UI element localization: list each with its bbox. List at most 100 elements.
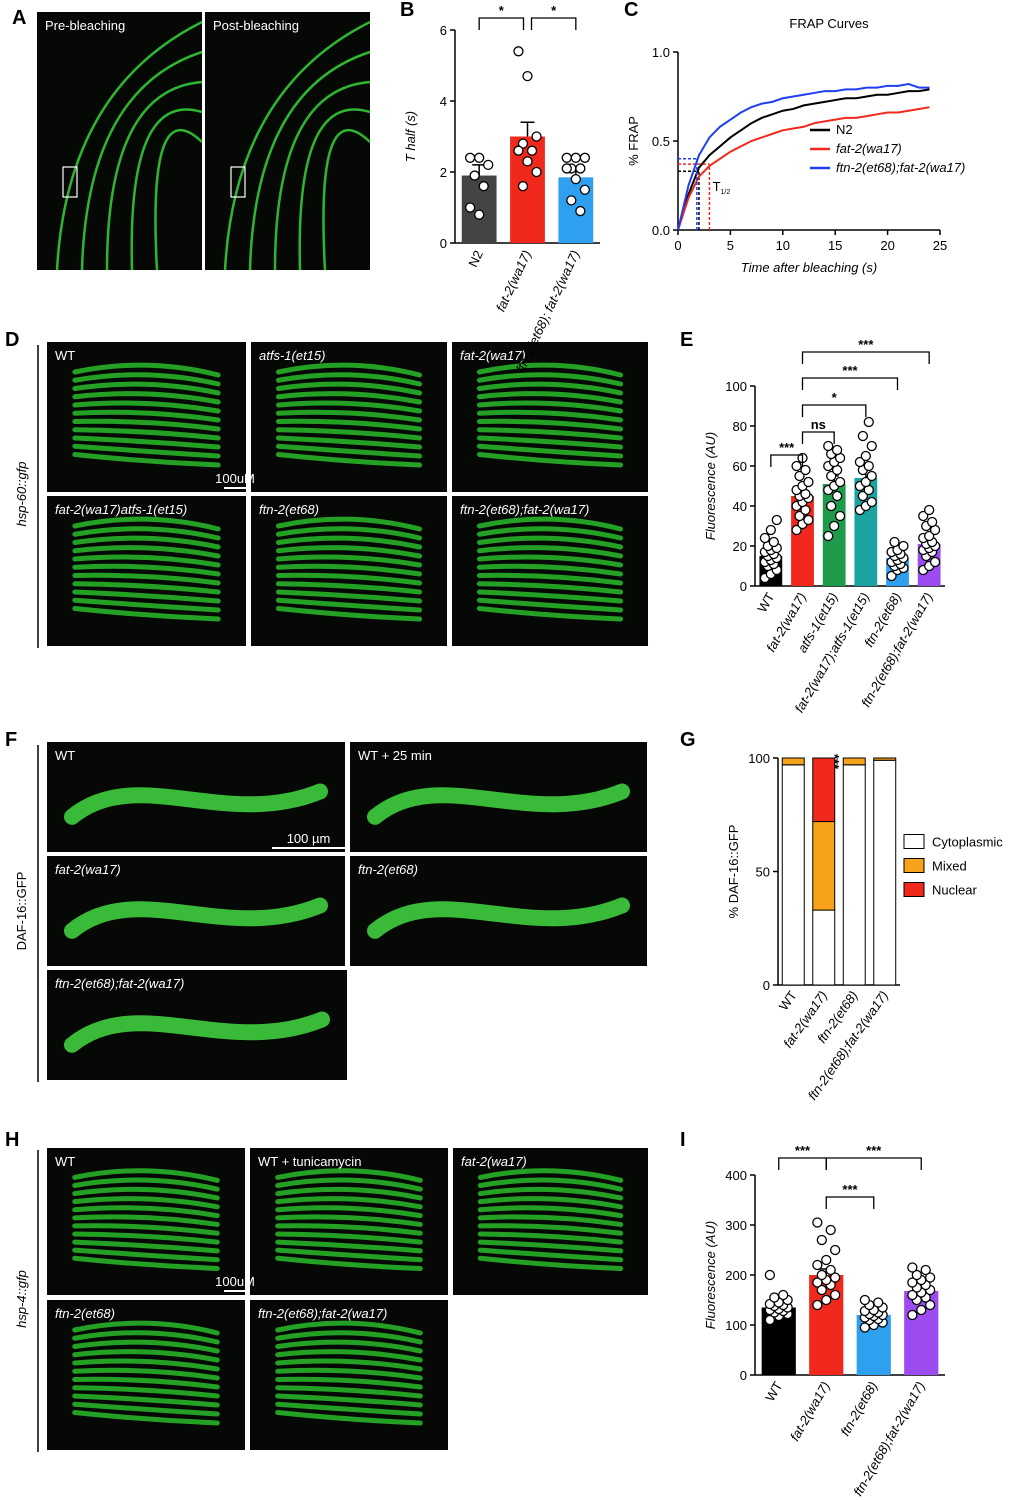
worm <box>72 1410 220 1426</box>
panel-label: C <box>624 0 638 21</box>
worm <box>72 443 221 459</box>
worm <box>72 589 221 604</box>
bar-segment <box>781 757 805 766</box>
tile-label: fat-2(wa17) <box>460 348 526 363</box>
worm <box>477 1231 624 1245</box>
data-point <box>907 1262 918 1273</box>
membrane <box>273 80 371 271</box>
worm <box>72 1367 220 1381</box>
data-point <box>916 1304 927 1316</box>
significance-label: * <box>499 3 505 18</box>
row-label: hsp-4::gfp <box>14 1270 29 1328</box>
worm <box>477 1239 624 1254</box>
tile-label: fat-2(wa17)atfs-1(et15) <box>55 502 187 517</box>
data-point <box>829 1244 841 1256</box>
membrane <box>154 129 203 271</box>
worm <box>72 1168 220 1183</box>
bar-segment <box>873 757 897 761</box>
worm <box>275 435 423 450</box>
data-point <box>765 524 776 536</box>
data-point <box>794 470 805 482</box>
scale-label: 100uM <box>215 1274 255 1289</box>
worm <box>275 1367 423 1381</box>
x-tick-label: WT <box>776 988 800 1013</box>
worm <box>72 563 221 577</box>
tile-label: ftn-2(et68) <box>55 1306 115 1321</box>
x-tick-label: WT <box>754 590 777 615</box>
y-axis-label: % FRAP <box>626 116 641 166</box>
significance-bracket <box>478 17 525 30</box>
data-point <box>873 1297 884 1308</box>
data-point <box>803 476 814 488</box>
tile-label: ftn-2(et68);fat-2(wa17) <box>460 502 589 517</box>
data-point <box>464 152 476 163</box>
data-point <box>517 138 529 149</box>
roi-box <box>62 166 78 198</box>
data-point <box>826 500 837 512</box>
data-point <box>566 195 577 206</box>
tile-label: ftn-2(et68) <box>358 862 418 877</box>
worm <box>72 581 221 595</box>
data-point <box>857 430 869 442</box>
membrane <box>130 108 203 271</box>
y-axis-label: Fluorescence (AU) <box>703 1221 718 1329</box>
y-tick-label: 80 <box>733 419 747 434</box>
x-axis-label: Time after bleaching (s) <box>741 260 877 275</box>
worm <box>72 452 221 468</box>
data-point <box>800 464 811 476</box>
bar-segment <box>873 759 897 986</box>
legend-label: N2 <box>836 122 853 137</box>
annotation-subscript: 1/2 <box>721 189 731 196</box>
y-tick-label: 400 <box>725 1168 747 1183</box>
tile-label: WT + 25 min <box>358 748 432 763</box>
worm <box>477 1247 624 1263</box>
worm <box>476 372 624 387</box>
significance-bracket <box>530 17 577 30</box>
data-point <box>821 1254 832 1266</box>
worm <box>367 897 630 939</box>
y-tick-label: 100 <box>748 751 770 766</box>
x-tick-label: 5 <box>727 238 734 253</box>
data-point <box>474 152 485 163</box>
tile-label: WT + tunicamycin <box>258 1154 361 1169</box>
worm <box>476 563 624 577</box>
data-point <box>531 131 542 142</box>
worm <box>476 427 624 441</box>
worm <box>275 589 423 604</box>
worm <box>275 1330 423 1345</box>
y-tick-label: 2 <box>440 165 447 180</box>
worm <box>275 572 423 586</box>
data-point <box>863 416 874 428</box>
significance-label: *** <box>779 440 795 455</box>
worm <box>72 535 221 550</box>
significance-label: ns <box>811 417 826 432</box>
data-point <box>924 1299 936 1311</box>
worm <box>275 1320 423 1336</box>
worm <box>72 381 221 396</box>
y-tick-label: 50 <box>756 865 770 880</box>
data-point <box>478 181 489 192</box>
data-point <box>794 510 805 522</box>
worm <box>72 1186 220 1201</box>
worm <box>64 1011 330 1053</box>
membrane <box>248 50 371 271</box>
data-point <box>526 145 538 156</box>
membrane <box>322 129 371 271</box>
y-tick-label: 6 <box>440 23 447 38</box>
worm <box>476 554 624 568</box>
y-axis-label: % DAF-16::GFP <box>726 825 741 919</box>
data-point <box>834 476 846 488</box>
data-point <box>579 152 591 163</box>
worm <box>72 545 221 559</box>
worm <box>275 526 423 541</box>
y-tick-label: 0.5 <box>652 134 670 149</box>
membrane <box>80 50 203 271</box>
data-point <box>531 166 542 178</box>
significance-bracket <box>801 377 899 390</box>
roi-box <box>230 166 246 198</box>
worm <box>72 1358 220 1372</box>
worm <box>275 1205 423 1219</box>
worm <box>72 1231 220 1245</box>
worm <box>477 1168 624 1183</box>
worm <box>275 606 423 622</box>
